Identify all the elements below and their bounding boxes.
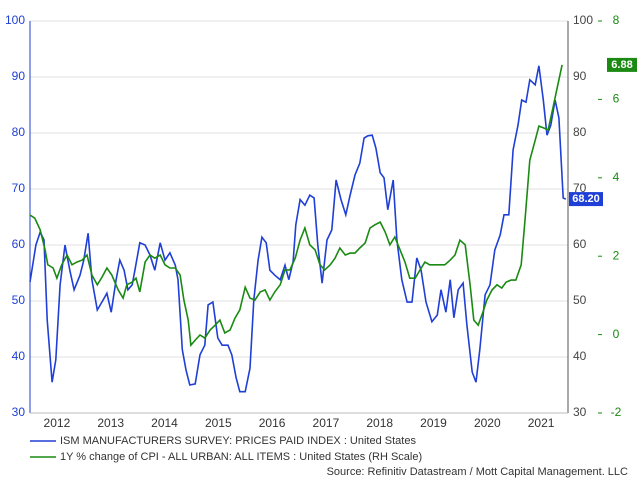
end-label: 6.88: [611, 59, 632, 71]
series-line: [29, 65, 567, 393]
y-right-tick-label: 40: [573, 349, 587, 363]
y-right-tick-label: 60: [573, 237, 587, 251]
y2-tick-label: 0: [613, 327, 620, 341]
y-right-tick-label: 50: [573, 293, 587, 307]
x-tick-label: 2017: [313, 416, 340, 430]
y-tick-label: 80: [12, 125, 26, 139]
y-right-tick-label: 30: [573, 405, 587, 419]
series-line: [29, 64, 563, 348]
y-tick-label: 60: [12, 237, 26, 251]
y2-tick-label: 4: [613, 170, 620, 184]
end-label-box: [607, 57, 637, 72]
y-tick-label: 40: [12, 349, 26, 363]
y-right-tick-label: 80: [573, 125, 587, 139]
y-right-tick-label: 90: [573, 69, 587, 83]
y2-tick-label: -2: [611, 405, 622, 419]
y-tick-label: 100: [5, 13, 25, 27]
x-tick-label: 2021: [528, 416, 555, 430]
x-tick-label: 2012: [44, 416, 71, 430]
legend-label: ISM MANUFACTURERS SURVEY: PRICES PAID IN…: [60, 435, 416, 447]
y-tick-label: 30: [12, 405, 26, 419]
legend: ISM MANUFACTURERS SURVEY: PRICES PAID IN…: [30, 435, 422, 463]
y2-tick-label: 6: [613, 92, 620, 106]
y-tick-label: 90: [12, 69, 26, 83]
x-tick-label: 2016: [259, 416, 286, 430]
y-right-tick-label: 70: [573, 181, 587, 195]
x-tick-label: 2018: [366, 416, 393, 430]
source-note: Source: Refinitiv Datastream / Mott Capi…: [327, 466, 628, 478]
legend-label: 1Y % change of CPI - ALL URBAN: ALL ITEM…: [60, 451, 422, 463]
y-tick-label: 50: [12, 293, 26, 307]
x-tick-label: 2019: [420, 416, 447, 430]
x-tick-label: 2013: [97, 416, 124, 430]
end-label-box: [569, 192, 603, 207]
y-right-tick-label: 100: [573, 13, 593, 27]
x-tick-label: 2020: [474, 416, 501, 430]
y-tick-label: 70: [12, 181, 26, 195]
end-label: 68.20: [572, 193, 600, 205]
y2-tick-label: 8: [613, 13, 620, 27]
x-tick-label: 2014: [151, 416, 178, 430]
x-tick-label: 2015: [205, 416, 232, 430]
y2-tick-label: 2: [613, 248, 620, 262]
